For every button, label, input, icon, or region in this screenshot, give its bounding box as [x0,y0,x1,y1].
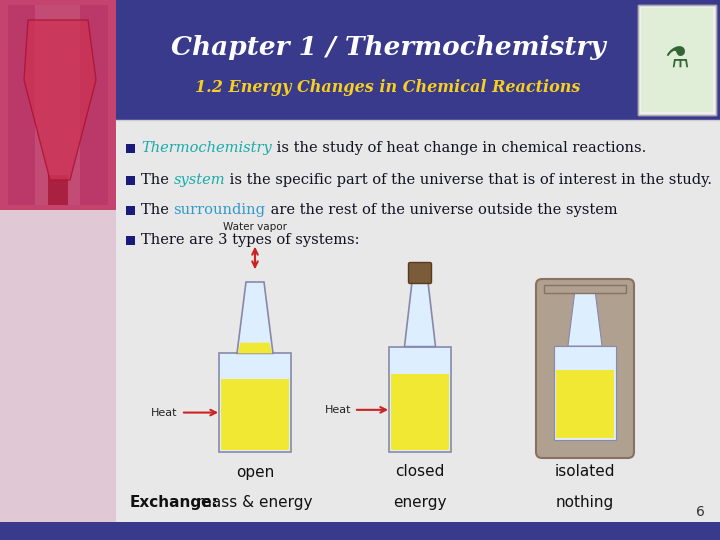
Text: closed: closed [395,464,445,480]
Text: energy: energy [393,495,446,510]
Bar [48,175,68,205]
Text: nothing: nothing [556,495,614,510]
Text: Water vapor: Water vapor [223,222,287,232]
Text: are the rest of the universe outside the system: are the rest of the universe outside the… [266,203,617,217]
Text: is the study of heat change in chemical reactions.: is the study of heat change in chemical … [271,141,646,155]
Polygon shape [238,343,272,353]
Bar [116,0,720,120]
Bar [126,235,135,245]
Polygon shape [237,282,273,353]
Text: open: open [236,464,274,480]
Text: system: system [174,173,225,187]
Polygon shape [568,290,602,346]
Text: mass & energy: mass & energy [197,495,312,510]
Text: 1.2 Energy Changes in Chemical Reactions: 1.2 Energy Changes in Chemical Reactions [195,79,581,97]
Text: Chapter 1 / Thermochemistry: Chapter 1 / Thermochemistry [171,36,606,60]
Bar [0,0,116,210]
Text: Thermochemistry: Thermochemistry [141,141,271,155]
Text: 6: 6 [696,505,704,519]
Text: surrounding: surrounding [174,203,266,217]
Text: ⚗: ⚗ [665,46,690,74]
Text: There are 3 types of systems:: There are 3 types of systems: [141,233,359,247]
Bar [126,176,135,185]
Bar [221,379,289,450]
Bar [0,0,116,540]
Bar [544,285,626,293]
Bar [8,5,108,205]
Text: isolated: isolated [554,464,616,480]
Bar [35,5,80,205]
Polygon shape [24,20,96,180]
Text: Exchange:: Exchange: [130,495,219,510]
Text: is the specific part of the universe that is of interest in the study.: is the specific part of the universe tha… [225,173,712,187]
Bar [391,374,449,450]
Bar [0,522,720,540]
Bar [638,5,716,115]
Bar [556,370,614,438]
Bar [126,206,135,214]
Bar [126,144,135,152]
Bar [638,5,716,115]
Polygon shape [405,282,436,347]
FancyBboxPatch shape [408,262,431,284]
Text: Heat: Heat [325,405,351,415]
Text: The: The [141,203,174,217]
FancyBboxPatch shape [536,279,634,458]
Bar [554,346,616,440]
Bar [641,8,713,112]
Bar [0,0,116,210]
Text: The: The [141,173,174,187]
Text: Heat: Heat [150,408,177,417]
Bar [389,347,451,452]
Bar [219,353,291,452]
